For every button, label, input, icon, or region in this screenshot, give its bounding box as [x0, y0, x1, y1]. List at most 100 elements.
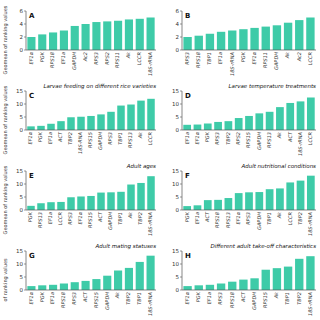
y-axis — [182, 91, 183, 130]
panel-label: A — [29, 12, 35, 20]
y-tick-label: 5 — [176, 194, 180, 200]
x-axis — [26, 290, 156, 291]
bar — [147, 256, 155, 290]
y-tick — [180, 130, 182, 131]
bar — [183, 286, 191, 290]
panel: 051015EF1αPGKEF1aRPS3RPS18ACTGAPDHRPS15A… — [172, 243, 316, 316]
bar — [214, 200, 222, 210]
x-tick-label: EF1α — [28, 291, 34, 304]
bar — [67, 197, 75, 210]
bar — [183, 37, 191, 50]
x-tick-label: RPS2 — [235, 132, 241, 145]
x-tick-label: LCCR — [287, 212, 293, 225]
x-tick-label: PGK — [184, 211, 190, 222]
y-tick-label: 4 — [176, 21, 180, 27]
bar — [38, 285, 46, 290]
y-tick — [180, 37, 182, 38]
y-axis — [26, 171, 27, 210]
bar — [217, 284, 225, 291]
bar — [239, 280, 247, 290]
bar — [297, 181, 305, 210]
y-tick-label: 4 — [20, 21, 24, 27]
bar — [273, 25, 281, 50]
y-tick-label: 15 — [16, 248, 23, 254]
x-tick-label: GAPDH — [107, 212, 113, 230]
y-tick-label: 10 — [172, 181, 179, 187]
bar — [77, 196, 85, 210]
x-tick-label: TBP1 — [136, 292, 142, 305]
bar — [97, 193, 105, 210]
x-tick-label: ACT — [287, 131, 293, 143]
x-tick-label: RPS15 — [87, 132, 93, 148]
x-tick-label: EF1a — [217, 52, 223, 64]
x-tick-label: LCCR — [136, 52, 142, 65]
bar — [27, 37, 35, 50]
bars — [183, 18, 314, 51]
title: Adult ages — [126, 163, 156, 170]
x-tick-label: LCCR — [307, 132, 313, 145]
x-tick-label: EF1a — [47, 212, 53, 224]
x-tick-label: RPS18 — [49, 52, 55, 68]
bar — [250, 28, 258, 50]
x-tick-label: EF1a — [184, 132, 190, 144]
x-tick-label: PGK — [27, 211, 33, 222]
bar — [228, 31, 236, 51]
x-tick-label: 18S-RNA — [77, 131, 83, 154]
y-tick-label: 15 — [16, 88, 23, 94]
bar — [127, 105, 135, 130]
x-tick-label: TBP2 — [137, 212, 143, 225]
y-tick — [24, 91, 26, 92]
x-tick-label: 18S-rRNA — [229, 51, 235, 76]
panel-label: F — [185, 172, 190, 180]
bar — [195, 285, 203, 290]
panel-label: C — [29, 92, 34, 100]
x-tick-label: RPS18 — [214, 212, 220, 228]
bar — [204, 200, 212, 210]
y-tick — [180, 171, 182, 172]
x-tick-label: GAPDH — [71, 52, 77, 70]
x-tick-label: TBP2 — [296, 292, 302, 305]
y-tick — [180, 184, 182, 185]
x-tick-label: ACT — [240, 291, 246, 303]
x-tick-label: 18S-rRNA — [307, 211, 313, 236]
y-axis — [26, 251, 27, 290]
y-tick-label: 5 — [176, 114, 180, 120]
x-tick-label: RPS3 — [93, 52, 99, 65]
bar — [276, 107, 284, 130]
x-tick-label: EF1α — [184, 291, 190, 304]
bar — [137, 101, 145, 130]
y-axis — [182, 171, 183, 210]
x-tick-label: RPS3 — [184, 52, 190, 65]
x-tick-label: GAPDH — [256, 212, 262, 230]
y-tick-label: 0 — [176, 47, 180, 53]
x-tick-label: TBP1 — [117, 212, 123, 225]
x-tick-label: PGK — [37, 131, 43, 142]
bar — [273, 268, 281, 290]
x-tick-label: RPS13 — [127, 132, 133, 148]
bar — [262, 27, 270, 50]
x-tick-label: RPS3 — [67, 212, 73, 225]
bar — [228, 282, 236, 290]
y-tick — [24, 210, 26, 211]
bar — [82, 281, 90, 290]
bar — [114, 271, 122, 291]
bar — [57, 202, 65, 210]
bar — [306, 256, 314, 290]
bar — [38, 34, 46, 50]
x-tick-label: Ak — [276, 211, 282, 219]
bar — [217, 32, 225, 50]
x-axis — [26, 50, 156, 51]
bar — [262, 270, 270, 290]
bar — [295, 20, 303, 50]
y-tick — [24, 197, 26, 198]
x-tick-label: RPS15 — [245, 132, 251, 148]
bar — [284, 267, 292, 290]
y-axis — [26, 91, 27, 130]
y-tick — [180, 91, 182, 92]
bar — [225, 198, 233, 210]
bar — [250, 278, 258, 290]
title: Larvae feeding on different rice varieti… — [43, 83, 156, 90]
y-tick — [180, 24, 182, 25]
bar — [37, 203, 45, 210]
bars — [27, 256, 154, 290]
